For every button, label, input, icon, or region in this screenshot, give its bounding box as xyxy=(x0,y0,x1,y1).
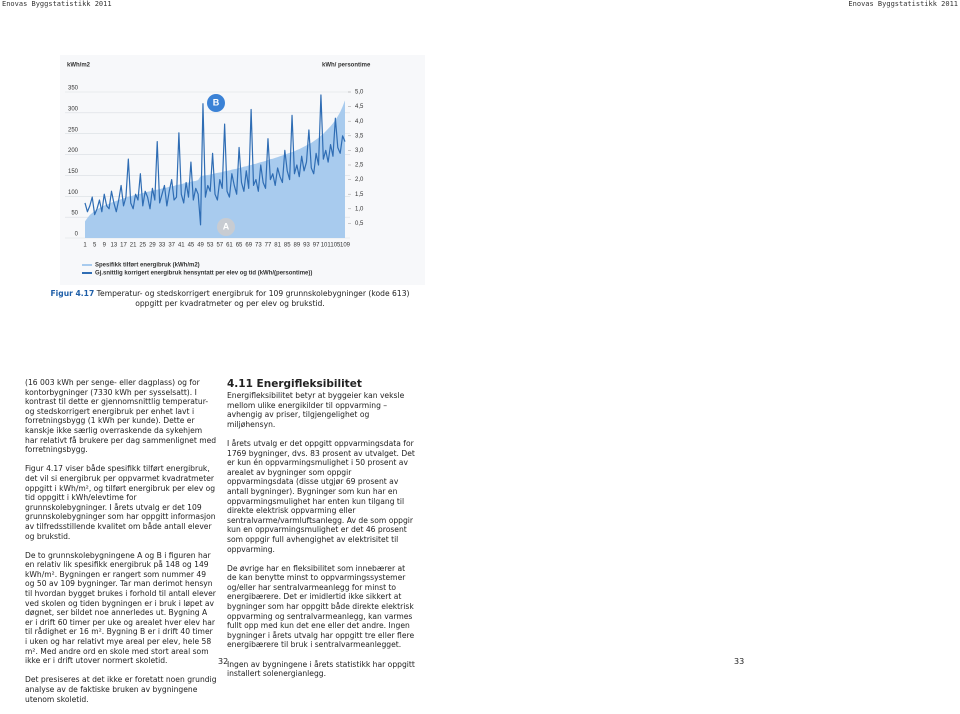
paragraph: Energifleksibilitet betyr at byggeier ka… xyxy=(227,391,405,429)
page-number: 33 xyxy=(734,657,745,666)
x-tick-label: 33 xyxy=(159,243,166,249)
y-tick-label: 0 xyxy=(75,232,79,238)
annotation-b-circle xyxy=(207,94,225,112)
annotation-a: A xyxy=(217,218,235,236)
paragraph: Det presiseres at det ikke er foretatt n… xyxy=(25,675,217,704)
area-series xyxy=(85,100,345,238)
y2-axis-label: kWh/ persontime xyxy=(322,63,371,69)
x-tick-label: 45 xyxy=(188,243,195,249)
x-tick-label: 13 xyxy=(111,243,118,249)
y2-tick-label: 4,5 xyxy=(355,104,364,110)
legend-label: Spesifikk tilført energibruk (kWh/m2) xyxy=(95,263,200,269)
x-tick-label: 37 xyxy=(168,243,175,249)
x-tick-label: 61 xyxy=(226,243,233,249)
x-tick-label: 105 xyxy=(330,243,341,249)
annotation-a-label: A xyxy=(223,221,230,231)
y-tick-label: 100 xyxy=(68,190,79,196)
y2-tick-label: 4,0 xyxy=(355,119,364,125)
x-tick-label: 81 xyxy=(274,243,281,249)
x-tick-label: 9 xyxy=(103,243,107,249)
x-tick-label: 65 xyxy=(236,243,243,249)
y2-tick-label: 1,5 xyxy=(355,192,364,198)
plot: 0 50 100 150 200 250 300 350 0,5 1,0 1,5 2,0 2,5 3,0 3… xyxy=(65,86,364,249)
x-tick-label: 69 xyxy=(245,243,252,249)
y-tick-label: 250 xyxy=(68,127,79,133)
y-tick-label: 200 xyxy=(68,148,79,154)
x-tick-label: 101 xyxy=(321,243,332,249)
x-tick-label: 57 xyxy=(216,243,223,249)
x-tick-label: 109 xyxy=(340,243,351,249)
caption-text: Temperatur- og stedskorrigert energibruk… xyxy=(96,289,410,308)
x-tick-label: 89 xyxy=(294,243,301,249)
y-tick-label: 50 xyxy=(71,211,78,217)
x-tick-label: 21 xyxy=(130,243,137,249)
x-tick-label: 41 xyxy=(178,243,185,249)
x-tick-label: 85 xyxy=(284,243,291,249)
page-number: 32 xyxy=(218,657,229,666)
y2-tick-label: 1,0 xyxy=(355,206,364,212)
y2-tick-label: 2,5 xyxy=(355,163,364,169)
x-tick-label: 97 xyxy=(313,243,320,249)
legend: Spesifikk tilført energibruk (kWh/m2) Gj.… xyxy=(82,263,312,277)
y2-tick-label: 5,0 xyxy=(355,90,364,96)
caption: Figur 4.17 Temperatur- og stedskorrigert… xyxy=(40,289,420,309)
y-tick-label: 300 xyxy=(68,106,79,112)
y2-tick-label: 3,0 xyxy=(355,148,364,154)
left-column: (16 003 kWh per senge- eller dagplass) o… xyxy=(25,378,217,714)
annotation-b: B xyxy=(207,94,225,112)
x-tick-label: 29 xyxy=(149,243,156,249)
y-axis-label: kWh/m2 xyxy=(67,63,91,69)
paragraph: (16 003 kWh per senge- eller dagplass) o… xyxy=(25,378,217,455)
x-tick-label: 53 xyxy=(207,243,214,249)
y2-tick-label: 3,5 xyxy=(355,133,364,139)
x-tick-label: 49 xyxy=(197,243,204,249)
chart: kWh/m2 kWh/ persontime 0 50 100 150 200 250 30… xyxy=(60,55,425,285)
header-right: Enovas Byggstatistikk 2011 xyxy=(848,0,958,8)
paragraph: Figur 4.17 viser både spesifikk tilført … xyxy=(25,464,216,541)
caption-label: Figur 4.17 xyxy=(50,289,95,298)
paragraph: I årets utvalg er det oppgitt oppvarming… xyxy=(227,438,415,554)
header-left: Enovas Byggstatistikk 2011 xyxy=(2,0,112,8)
paragraph: Ingen av bygningene i årets statistikk h… xyxy=(227,659,415,679)
x-tick-label: 1 xyxy=(83,243,87,249)
right-column: 4.11 Energifleksibilitet Energifleksibil… xyxy=(227,378,417,688)
x-tick-label: 17 xyxy=(120,243,127,249)
x-tick-label: 77 xyxy=(265,243,272,249)
annotation-b-label: B xyxy=(213,97,220,107)
x-tick-label: 5 xyxy=(93,243,97,249)
y2-tick-label: 2,0 xyxy=(355,177,364,183)
paragraph: De øvrige har en fleksibilitet som inneb… xyxy=(227,563,415,650)
section-heading: 4.11 Energifleksibilitet xyxy=(227,378,362,390)
x-tick-label: 25 xyxy=(139,243,146,249)
x-tick-label: 73 xyxy=(255,243,262,249)
line-series xyxy=(84,94,346,226)
y2-tick-label: 0,5 xyxy=(355,221,364,227)
y-tick-label: 150 xyxy=(68,169,79,175)
y-tick-label: 350 xyxy=(68,86,79,92)
paragraph: De to grunnskolebygningene A og B i figu… xyxy=(25,550,216,666)
x-tick-label: 93 xyxy=(303,243,310,249)
annotation-a-circle xyxy=(217,218,235,236)
legend-label: Gj.snittlig korrigert energibruk hensynt… xyxy=(95,271,312,277)
